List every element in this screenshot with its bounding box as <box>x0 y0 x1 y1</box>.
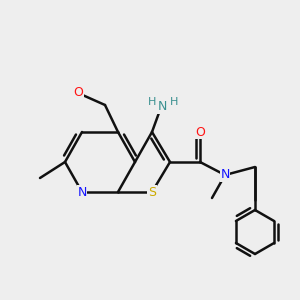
Text: H: H <box>170 97 178 107</box>
Text: H: H <box>148 97 156 107</box>
Text: S: S <box>148 185 156 199</box>
Text: N: N <box>220 169 230 182</box>
Text: O: O <box>73 86 83 100</box>
Text: O: O <box>195 125 205 139</box>
Text: N: N <box>157 100 167 113</box>
Text: N: N <box>77 185 87 199</box>
